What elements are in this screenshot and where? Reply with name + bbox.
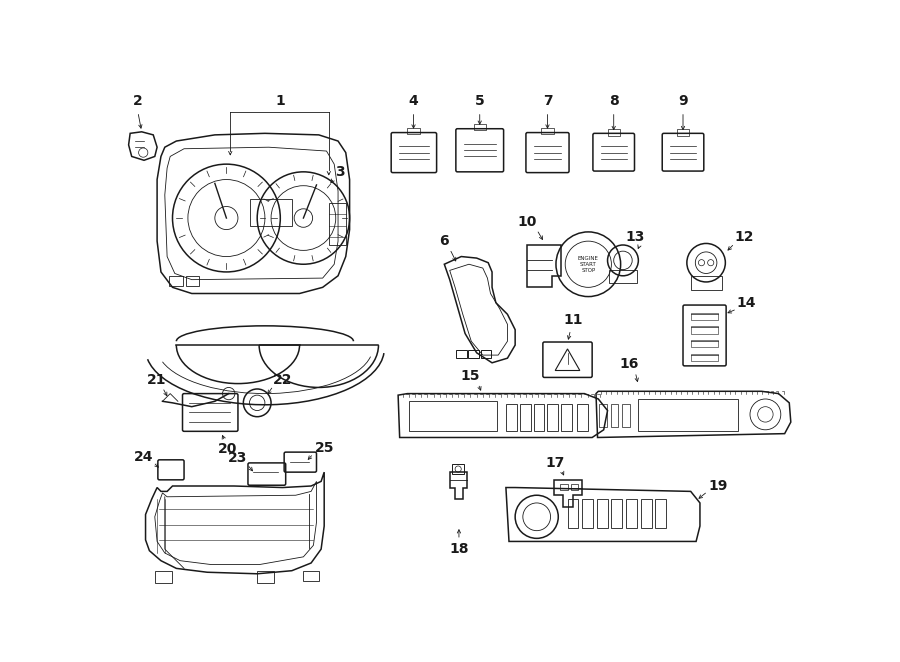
Text: 13: 13 (626, 230, 645, 244)
Bar (468, 350, 479, 358)
Bar (562, 404, 572, 430)
Bar (655, 499, 666, 528)
Bar (452, 465, 464, 474)
Bar (534, 404, 544, 430)
Bar (456, 350, 466, 358)
Bar (541, 128, 554, 134)
Bar (249, 199, 292, 226)
Bar (409, 401, 498, 430)
Circle shape (698, 260, 705, 265)
Bar (547, 404, 558, 430)
Text: 3: 3 (336, 165, 346, 179)
Text: 23: 23 (229, 451, 248, 465)
Text: 20: 20 (219, 442, 238, 456)
Bar (303, 571, 319, 581)
Text: 19: 19 (708, 479, 727, 493)
Bar (690, 354, 718, 361)
Bar (599, 404, 607, 428)
Bar (168, 276, 183, 286)
Text: 8: 8 (608, 94, 618, 108)
Bar (611, 499, 622, 528)
Bar (520, 404, 530, 430)
Bar (597, 499, 608, 528)
Text: 25: 25 (314, 440, 334, 455)
Text: 10: 10 (517, 215, 536, 229)
Bar (610, 404, 618, 428)
Bar (690, 326, 718, 334)
Bar (506, 404, 517, 430)
Text: 12: 12 (735, 230, 754, 244)
Text: 21: 21 (148, 373, 166, 387)
Text: 18: 18 (449, 542, 469, 556)
Text: 9: 9 (679, 94, 688, 108)
Text: 5: 5 (475, 94, 484, 108)
Text: 16: 16 (619, 357, 639, 371)
Bar (568, 499, 579, 528)
Circle shape (707, 260, 714, 265)
Bar (155, 571, 172, 583)
Bar (185, 276, 200, 286)
Text: 4: 4 (409, 94, 419, 108)
Text: 15: 15 (461, 369, 481, 383)
Text: 14: 14 (736, 296, 756, 310)
Text: 24: 24 (134, 449, 154, 464)
Bar (626, 499, 637, 528)
Bar (473, 124, 486, 130)
Bar (690, 276, 722, 290)
Bar (690, 312, 718, 320)
Bar (577, 404, 588, 430)
Text: 11: 11 (563, 313, 582, 328)
Bar (571, 484, 579, 490)
Bar (677, 130, 689, 136)
Bar (638, 399, 738, 432)
Text: 6: 6 (439, 234, 449, 248)
Bar (560, 484, 568, 490)
Text: 22: 22 (273, 373, 292, 387)
Bar (408, 128, 419, 134)
Text: 17: 17 (545, 456, 565, 470)
Bar (582, 499, 593, 528)
Text: 7: 7 (543, 94, 553, 108)
Bar (622, 404, 630, 428)
Text: ENGINE
START
STOP: ENGINE START STOP (578, 256, 599, 273)
Bar (690, 340, 718, 348)
Bar (481, 350, 491, 358)
Bar (609, 270, 637, 283)
Text: 2: 2 (133, 94, 143, 108)
Bar (608, 130, 620, 136)
Bar (328, 203, 346, 245)
Bar (257, 571, 274, 583)
Bar (642, 499, 652, 528)
Text: 1: 1 (275, 94, 285, 108)
